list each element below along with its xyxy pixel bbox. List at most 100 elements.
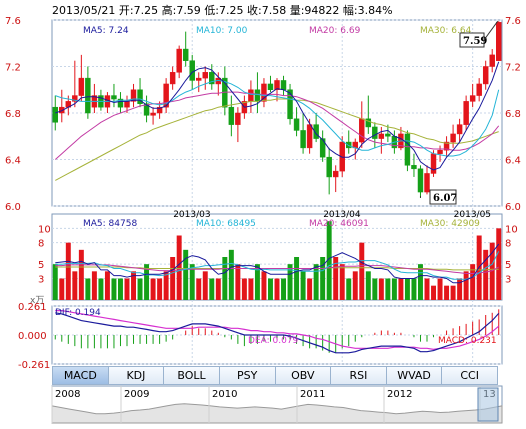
price-y-tick-left: 7.2 (5, 63, 21, 74)
tab-cci[interactable]: CCI (442, 366, 498, 385)
candle-body (111, 95, 117, 100)
candle-body (293, 118, 300, 131)
tab-macd[interactable]: MACD (52, 366, 109, 385)
quote-info-bar: 2013/05/21 开:7.25 高:7.59 低:7.25 收:7.58 量… (52, 2, 393, 18)
macd-legend-dea: DEA: 0.079 (248, 336, 299, 346)
candle-body (365, 118, 372, 128)
tab-psy[interactable]: PSY (219, 366, 276, 385)
candle-body (300, 130, 306, 149)
price-ma5-line (55, 61, 500, 171)
candle-body (52, 106, 58, 123)
quote-change: 幅:3.84% (342, 4, 393, 17)
volume-bar (391, 278, 397, 300)
volume-bar (489, 242, 495, 300)
volume-bar (163, 271, 169, 300)
tab-wvad[interactable]: WVAD (386, 366, 443, 385)
candle-body (130, 89, 137, 102)
volume-bar (450, 285, 456, 300)
volume-bar (183, 249, 189, 300)
volume-bar (189, 264, 195, 300)
volume-bar (463, 271, 469, 300)
volume-legend-ma10: MA10: 68495 (196, 219, 256, 229)
candle-body (156, 106, 163, 114)
volume-bar (150, 278, 156, 300)
price-y-tick-left: 6.4 (5, 156, 21, 167)
candle-body (228, 106, 235, 125)
tab-boll[interactable]: BOLL (164, 366, 220, 385)
tab-kdj[interactable]: KDJ (108, 366, 165, 385)
volume-bar (411, 278, 417, 300)
candle-body (176, 48, 182, 73)
price-legend-ma10: MA10: 7.00 (196, 26, 248, 36)
volume-bar (268, 278, 273, 300)
volume-bar (372, 278, 378, 300)
volume-bar (333, 257, 339, 300)
candle-body (267, 83, 274, 90)
volume-bar (457, 278, 463, 300)
candle-body (385, 133, 391, 137)
volume-ma10-line (55, 251, 500, 280)
volume-bar (59, 278, 65, 300)
high-annotation-pointer (483, 20, 499, 41)
volume-bar (339, 264, 345, 300)
volume-bar (326, 221, 332, 300)
volume-bar (352, 271, 358, 300)
overview-year-label: 2009 (124, 389, 149, 400)
price-legend-ma20: MA20: 6.69 (309, 26, 361, 36)
candle-body (346, 141, 352, 149)
overview-year-label: 2012 (387, 389, 412, 400)
volume-bar (196, 278, 202, 300)
volume-bar (72, 271, 78, 300)
candle-body (274, 80, 280, 90)
tab-obv[interactable]: OBV (275, 366, 332, 385)
price-ma10-line (55, 79, 500, 157)
volume-legend-ma5: MA5: 84758 (83, 219, 137, 229)
candle-body (78, 77, 85, 96)
price-y-tick-right: 6.4 (505, 156, 521, 167)
candle-body (378, 133, 385, 139)
price-y-tick-right: 7.6 (505, 16, 521, 27)
candle-body (313, 124, 319, 139)
volume-bar (228, 249, 234, 300)
volume-bar (398, 278, 404, 300)
volume-bar (222, 257, 228, 300)
candle-body (489, 54, 495, 67)
volume-legend-ma20: MA20: 46091 (309, 219, 369, 229)
macd-dif-line (55, 312, 500, 354)
candle-body (143, 103, 150, 116)
volume-bar (378, 278, 384, 300)
indicator-tabs: MACD KDJ BOLL PSY OBV RSI WVAD CCI (52, 366, 498, 385)
volume-bar (254, 264, 260, 300)
candle-body (117, 98, 124, 108)
candle-body (235, 112, 241, 125)
volume-bar (431, 285, 436, 300)
candle-body (372, 126, 378, 139)
volume-bar (65, 242, 71, 300)
tab-rsi[interactable]: RSI (331, 366, 387, 385)
volume-bar (91, 271, 97, 300)
candle-body (287, 89, 293, 120)
candle-body (496, 22, 502, 61)
volume-bar (104, 271, 110, 300)
volume-bar (483, 249, 489, 300)
overview-year-label: 2011 (300, 389, 325, 400)
volume-bar (313, 264, 319, 300)
candle-body (280, 80, 287, 90)
price-y-tick-right: 7.2 (505, 63, 521, 74)
volume-bar (287, 264, 293, 300)
volume-bar (144, 264, 150, 300)
macd-y-tick-left: -0.261 (18, 360, 50, 371)
volume-y-tick-left: 5 (38, 260, 44, 271)
volume-y-tick-right: 3 (505, 275, 511, 286)
candle-body (404, 133, 411, 166)
volume-ma5-line (55, 243, 500, 284)
volume-bar (365, 271, 371, 300)
macd-dea-line (55, 310, 500, 351)
volume-bar (215, 278, 221, 300)
quote-volume: 量:94822 (289, 4, 340, 17)
candle-body (326, 156, 332, 178)
candle-body (359, 118, 365, 143)
candle-body (137, 89, 143, 104)
price-legend-ma30: MA30: 6.64 (420, 26, 472, 36)
